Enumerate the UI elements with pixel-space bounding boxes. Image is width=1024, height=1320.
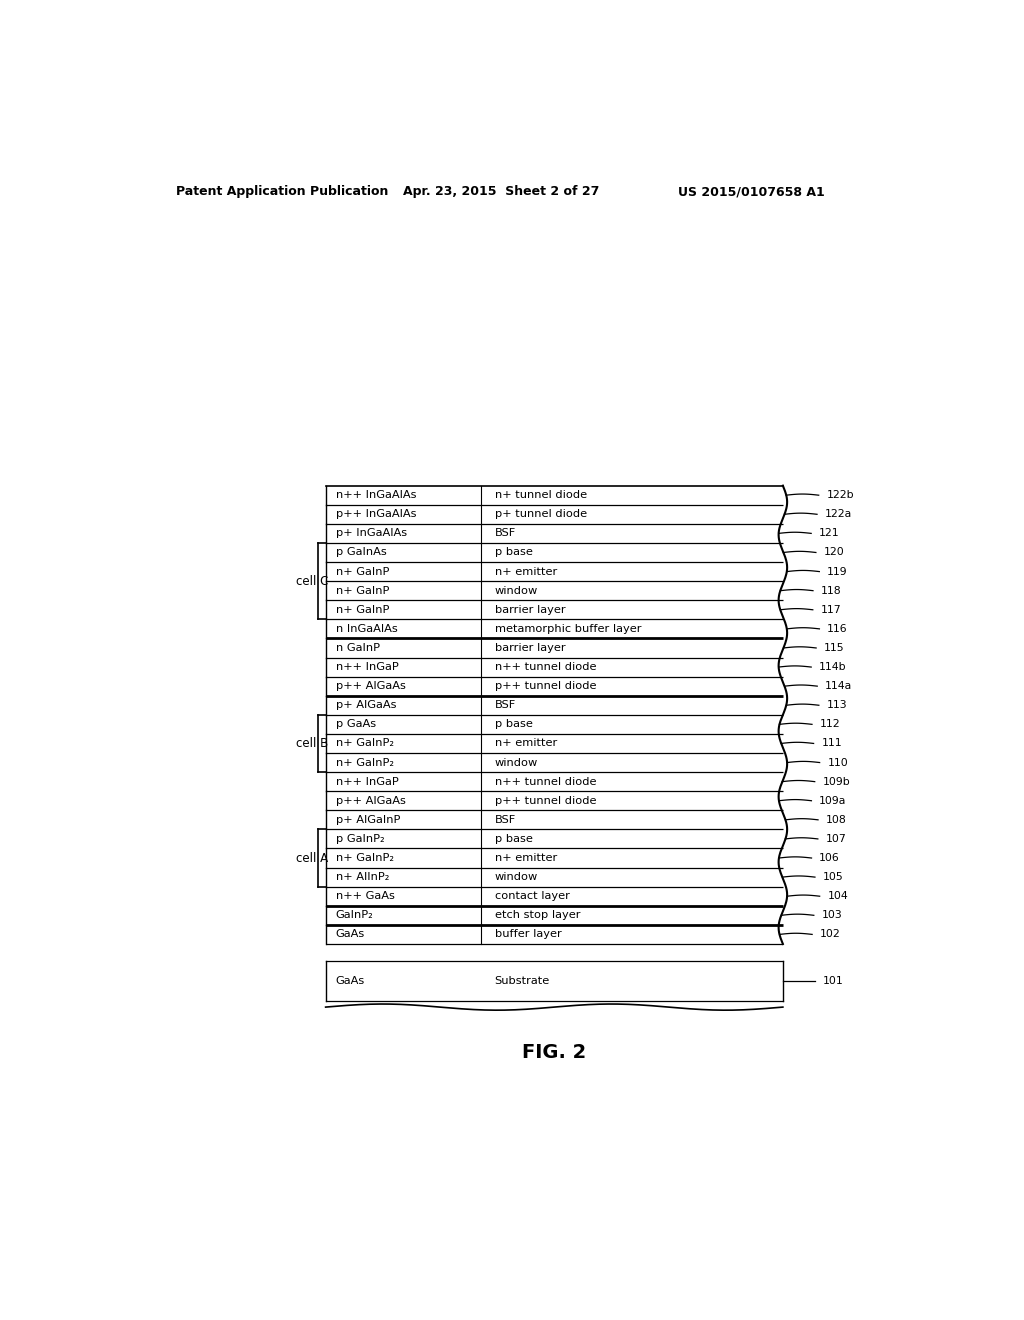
Text: 113: 113 [826, 700, 847, 710]
Text: cell C: cell C [296, 574, 329, 587]
Text: cell B: cell B [296, 737, 329, 750]
Text: n++ tunnel diode: n++ tunnel diode [495, 776, 596, 787]
Text: n+ GaInP₂: n+ GaInP₂ [336, 738, 393, 748]
Text: p+ tunnel diode: p+ tunnel diode [495, 510, 587, 519]
Text: Substrate: Substrate [495, 975, 550, 986]
Text: 118: 118 [821, 586, 842, 595]
Text: 111: 111 [821, 738, 842, 748]
Text: n++ InGaP: n++ InGaP [336, 776, 398, 787]
Text: p++ InGaAlAs: p++ InGaAlAs [336, 510, 416, 519]
Text: 120: 120 [823, 548, 845, 557]
Text: GaAs: GaAs [336, 975, 365, 986]
Text: p GaInAs: p GaInAs [336, 548, 386, 557]
Text: Patent Application Publication: Patent Application Publication [176, 185, 388, 198]
Text: 109b: 109b [822, 776, 850, 787]
Text: p++ tunnel diode: p++ tunnel diode [495, 681, 596, 692]
Text: n+ tunnel diode: n+ tunnel diode [495, 490, 587, 500]
Text: p GaInP₂: p GaInP₂ [336, 834, 384, 843]
Text: GaInP₂: GaInP₂ [336, 911, 374, 920]
Text: n++ InGaAlAs: n++ InGaAlAs [336, 490, 416, 500]
Text: 106: 106 [819, 853, 840, 863]
Text: barrier layer: barrier layer [495, 605, 565, 615]
Text: contact layer: contact layer [495, 891, 569, 902]
Text: n+ GaInP₂: n+ GaInP₂ [336, 758, 393, 767]
Text: 121: 121 [819, 528, 840, 539]
Text: cell A: cell A [296, 851, 329, 865]
Text: window: window [495, 873, 538, 882]
Text: p++ AlGaAs: p++ AlGaAs [336, 796, 406, 805]
Text: window: window [495, 586, 538, 595]
Text: metamorphic buffer layer: metamorphic buffer layer [495, 624, 641, 634]
Text: n++ GaAs: n++ GaAs [336, 891, 394, 902]
Text: 101: 101 [823, 975, 844, 986]
Text: 105: 105 [822, 873, 844, 882]
Text: n++ InGaP: n++ InGaP [336, 663, 398, 672]
Text: 117: 117 [820, 605, 841, 615]
Text: 104: 104 [827, 891, 848, 902]
Text: US 2015/0107658 A1: US 2015/0107658 A1 [678, 185, 825, 198]
Text: p base: p base [495, 834, 532, 843]
Text: n InGaAlAs: n InGaAlAs [336, 624, 397, 634]
Text: 107: 107 [825, 834, 847, 843]
Text: BSF: BSF [495, 700, 516, 710]
Text: 119: 119 [827, 566, 848, 577]
Text: 109a: 109a [819, 796, 847, 805]
Text: Apr. 23, 2015  Sheet 2 of 27: Apr. 23, 2015 Sheet 2 of 27 [403, 185, 599, 198]
Text: window: window [495, 758, 538, 767]
Text: GaAs: GaAs [336, 929, 365, 940]
Text: n+ GaInP: n+ GaInP [336, 586, 389, 595]
Text: etch stop layer: etch stop layer [495, 911, 580, 920]
Text: 114a: 114a [825, 681, 852, 692]
Text: n+ GaInP₂: n+ GaInP₂ [336, 853, 393, 863]
Text: BSF: BSF [495, 814, 516, 825]
Text: FIG. 2: FIG. 2 [522, 1043, 587, 1063]
Text: p base: p base [495, 548, 532, 557]
Text: barrier layer: barrier layer [495, 643, 565, 653]
Text: n+ AlInP₂: n+ AlInP₂ [336, 873, 389, 882]
Text: p++ tunnel diode: p++ tunnel diode [495, 796, 596, 805]
Text: 116: 116 [827, 624, 848, 634]
Text: p GaAs: p GaAs [336, 719, 376, 730]
Text: 103: 103 [821, 911, 843, 920]
Text: p base: p base [495, 719, 532, 730]
Text: p+ AlGaAs: p+ AlGaAs [336, 700, 396, 710]
Text: 115: 115 [824, 643, 845, 653]
Text: n++ tunnel diode: n++ tunnel diode [495, 663, 596, 672]
Text: n+ GaInP: n+ GaInP [336, 605, 389, 615]
Text: 122b: 122b [826, 490, 854, 500]
Text: n+ GaInP: n+ GaInP [336, 566, 389, 577]
Text: n+ emitter: n+ emitter [495, 853, 557, 863]
Text: p++ AlGaAs: p++ AlGaAs [336, 681, 406, 692]
Text: p+ InGaAlAs: p+ InGaAlAs [336, 528, 407, 539]
Text: n+ emitter: n+ emitter [495, 738, 557, 748]
Text: 102: 102 [820, 929, 841, 940]
Text: p+ AlGaInP: p+ AlGaInP [336, 814, 400, 825]
Text: n GaInP: n GaInP [336, 643, 380, 653]
Text: buffer layer: buffer layer [495, 929, 561, 940]
Text: 122a: 122a [824, 510, 852, 519]
Text: 112: 112 [820, 719, 841, 730]
Text: 110: 110 [827, 758, 848, 767]
Text: 114b: 114b [819, 663, 847, 672]
Text: 108: 108 [825, 814, 847, 825]
Text: n+ emitter: n+ emitter [495, 566, 557, 577]
Text: BSF: BSF [495, 528, 516, 539]
